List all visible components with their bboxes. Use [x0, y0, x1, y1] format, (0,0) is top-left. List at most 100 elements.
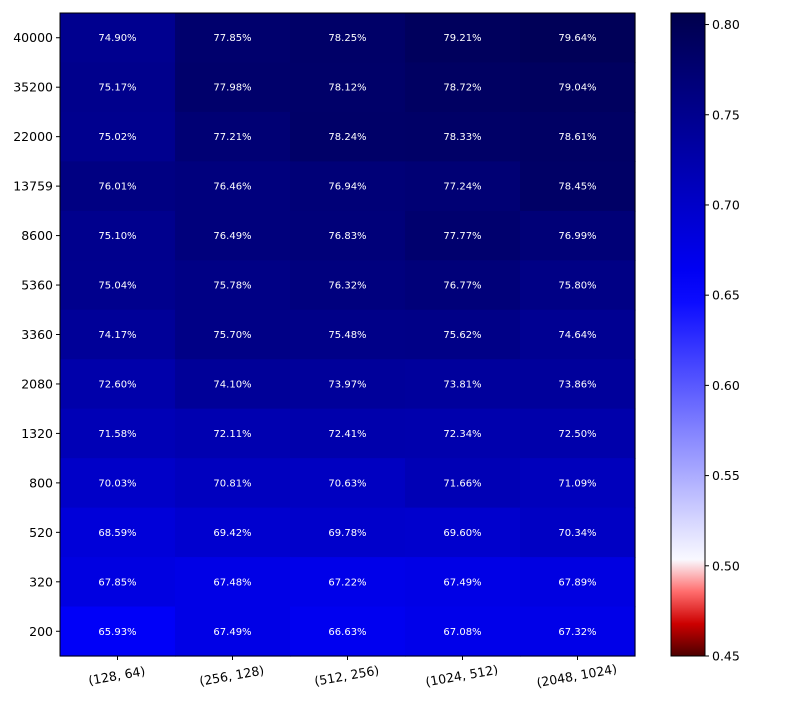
x-tick-label: (256, 128)	[198, 663, 265, 689]
colorbar-tick-label: 0.75	[712, 107, 740, 122]
cell-value-label: 77.21%	[213, 132, 251, 143]
cell-value-label: 76.83%	[328, 231, 366, 242]
heatmap-cell	[290, 210, 406, 261]
cell-value-label: 70.63%	[328, 478, 366, 489]
heatmap-cell	[175, 161, 291, 212]
heatmap-cell	[60, 260, 176, 311]
heatmap-cell	[290, 111, 406, 162]
y-tick-label: 8600	[21, 228, 53, 243]
heatmap-cell	[60, 111, 176, 162]
cell-value-label: 75.78%	[213, 281, 251, 292]
heatmap-cell	[290, 507, 406, 558]
heatmap-cell	[520, 111, 636, 162]
heatmap-cell	[405, 161, 521, 212]
y-tick-label: 320	[29, 574, 53, 589]
heatmap-cell	[405, 507, 521, 558]
colorbar-tick-label: 0.55	[712, 468, 740, 483]
y-tick-label: 22000	[13, 129, 53, 144]
heatmap-cell	[175, 260, 291, 311]
heatmap-cell	[60, 606, 176, 657]
cell-value-label: 67.08%	[443, 627, 481, 638]
heatmap-cell	[520, 606, 636, 657]
heatmap-cell	[60, 210, 176, 261]
heatmap-cell	[290, 309, 406, 360]
heatmap-cell	[405, 309, 521, 360]
colorbar-ticks: 0.80 0.75 0.70 0.65 0.60 0.55 0.50 0.45	[705, 17, 740, 664]
heatmap-cell	[405, 359, 521, 410]
cell-value-label: 67.22%	[328, 577, 366, 588]
cell-value-label: 67.49%	[213, 627, 251, 638]
y-axis: 40000 35200 22000 13759 8600 5360 3360 2080 1320…	[13, 30, 60, 639]
y-tick-label: 800	[29, 475, 53, 490]
cell-value-label: 76.01%	[98, 182, 136, 193]
x-tick-label: (2048, 1024)	[535, 661, 618, 690]
heatmap-cell	[290, 606, 406, 657]
cell-value-label: 72.41%	[328, 429, 366, 440]
cell-value-label: 67.89%	[558, 577, 596, 588]
cell-value-label: 68.59%	[98, 528, 136, 539]
cell-value-label: 76.32%	[328, 281, 366, 292]
cell-value-label: 78.24%	[328, 132, 366, 143]
heatmap-cell	[405, 408, 521, 459]
cell-value-label: 75.04%	[98, 281, 136, 292]
heatmap-cell	[175, 210, 291, 261]
cell-value-label: 77.85%	[213, 33, 251, 44]
heatmap-cell	[175, 507, 291, 558]
cell-value-label: 75.80%	[558, 281, 596, 292]
heatmap-cell	[405, 458, 521, 509]
cell-value-label: 66.63%	[328, 627, 366, 638]
colorbar-tick-label: 0.45	[712, 649, 740, 664]
heatmap-cell	[60, 408, 176, 459]
heatmap-cell	[405, 557, 521, 608]
heatmap-cell	[290, 161, 406, 212]
heatmap-cell	[520, 507, 636, 558]
colorbar-tick-label: 0.50	[712, 558, 740, 573]
heatmap-cell	[60, 507, 176, 558]
heatmap-cell	[520, 359, 636, 410]
cell-value-label: 71.66%	[443, 478, 481, 489]
cell-value-label: 78.25%	[328, 33, 366, 44]
cell-value-label: 65.93%	[98, 627, 136, 638]
heatmap-cell	[290, 13, 406, 64]
cell-value-label: 73.86%	[558, 379, 596, 390]
heatmap-cell	[290, 458, 406, 509]
heatmap-cell	[405, 111, 521, 162]
heatmap-cell	[175, 309, 291, 360]
cell-value-label: 69.42%	[213, 528, 251, 539]
cell-value-label: 74.90%	[98, 33, 136, 44]
cell-value-label: 78.45%	[558, 182, 596, 193]
cell-value-label: 78.72%	[443, 83, 481, 94]
cell-value-label: 76.94%	[328, 182, 366, 193]
heatmap-cell	[520, 210, 636, 261]
cell-value-label: 75.48%	[328, 330, 366, 341]
heatmap-cell-labels: 74.90% 77.85% 78.25% 79.21% 79.64% 75.17% 77.9…	[98, 33, 596, 638]
cell-value-label: 70.81%	[213, 478, 251, 489]
cell-value-label: 73.81%	[443, 379, 481, 390]
heatmap-cell	[175, 111, 291, 162]
cell-value-label: 76.49%	[213, 231, 251, 242]
heatmap-cell	[60, 309, 176, 360]
colorbar-tick-label: 0.80	[712, 17, 740, 32]
heatmap-cell	[520, 161, 636, 212]
heatmap-cell	[175, 62, 291, 113]
cell-value-label: 79.21%	[443, 33, 481, 44]
y-tick-label: 40000	[13, 30, 53, 45]
cell-value-label: 70.03%	[98, 478, 136, 489]
cell-value-label: 73.97%	[328, 379, 366, 390]
cell-value-label: 76.77%	[443, 281, 481, 292]
heatmap-cell	[290, 62, 406, 113]
x-tick-label: (128, 64)	[87, 663, 146, 688]
cell-value-label: 71.58%	[98, 429, 136, 440]
cell-value-label: 74.10%	[213, 379, 251, 390]
x-axis: (128, 64) (256, 128) (512, 256) (1024, 512)…	[87, 656, 618, 690]
y-tick-label: 3360	[21, 327, 53, 342]
cell-value-label: 67.85%	[98, 577, 136, 588]
cell-value-label: 74.17%	[98, 330, 136, 341]
cell-value-label: 74.64%	[558, 330, 596, 341]
cell-value-label: 72.34%	[443, 429, 481, 440]
cell-value-label: 78.61%	[558, 132, 596, 143]
cell-value-label: 75.10%	[98, 231, 136, 242]
cell-value-label: 79.64%	[558, 33, 596, 44]
colorbar-gradient	[670, 12, 706, 657]
